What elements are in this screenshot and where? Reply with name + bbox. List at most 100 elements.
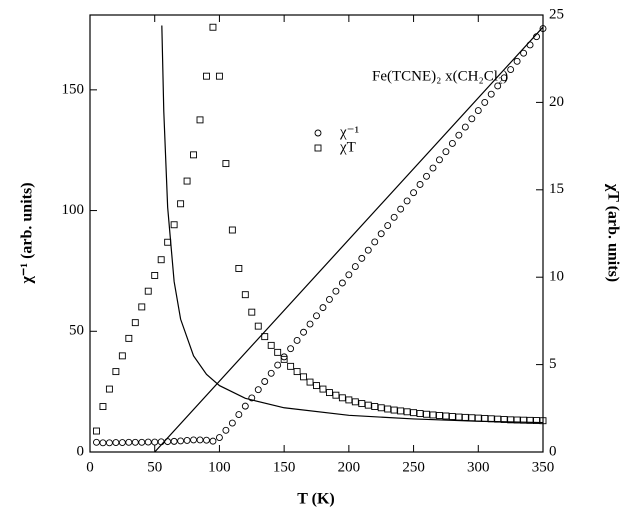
data-point	[358, 254, 366, 262]
data-point	[513, 416, 521, 424]
x-tick-label: 100	[208, 459, 231, 475]
data-point	[280, 353, 288, 361]
data-point	[319, 385, 327, 393]
data-point	[190, 436, 197, 444]
x-tick-label: 150	[273, 459, 296, 475]
data-point	[429, 164, 437, 172]
data-point	[468, 414, 476, 422]
data-point	[500, 74, 508, 82]
data-point	[416, 410, 424, 417]
data-point	[157, 256, 165, 264]
data-point	[455, 131, 463, 139]
data-point	[403, 197, 411, 205]
y-tick-label: 100	[62, 202, 85, 218]
data-point	[461, 413, 469, 421]
x-tick-label: 50	[147, 459, 162, 475]
data-point	[254, 322, 262, 330]
data-point	[228, 419, 236, 427]
data-point	[410, 189, 418, 197]
legend-label: χT	[339, 139, 356, 155]
data-point	[384, 405, 392, 413]
data-point	[300, 373, 308, 381]
data-point	[267, 369, 275, 377]
data-point	[332, 391, 340, 399]
legend-marker	[314, 144, 322, 152]
data-point	[280, 355, 288, 363]
plot-frame	[89, 14, 544, 453]
data-point	[313, 312, 320, 320]
data-point	[241, 402, 249, 410]
x-tick-label: 0	[86, 459, 94, 475]
data-point	[436, 156, 443, 164]
data-point	[487, 90, 495, 98]
data-point	[125, 438, 133, 446]
data-point	[416, 181, 424, 188]
y2-tick-label: 20	[549, 94, 564, 110]
data-point	[112, 368, 120, 376]
data-point	[209, 437, 217, 445]
data-point	[455, 413, 463, 421]
data-point	[228, 226, 236, 234]
x-tick-label: 300	[467, 459, 490, 475]
data-point	[183, 177, 191, 185]
data-point	[436, 412, 443, 419]
data-point	[520, 49, 528, 57]
data-point	[442, 412, 450, 420]
data-point	[520, 416, 528, 424]
data-point	[138, 438, 146, 446]
data-point	[481, 98, 489, 106]
data-point	[403, 408, 411, 416]
data-point	[105, 385, 113, 393]
data-point	[241, 291, 249, 299]
data-point	[423, 172, 430, 180]
data-point	[338, 279, 346, 287]
data-point	[248, 308, 256, 316]
data-point	[507, 416, 515, 424]
x-tick-label: 350	[532, 459, 555, 475]
data-point	[397, 205, 405, 213]
data-point	[313, 382, 320, 390]
data-point	[222, 160, 230, 168]
data-point	[112, 439, 120, 447]
data-point	[345, 396, 353, 404]
data-point	[513, 57, 521, 65]
data-point	[474, 107, 482, 115]
data-point	[261, 333, 269, 341]
data-point	[99, 439, 107, 447]
data-point	[138, 303, 146, 311]
data-point	[371, 238, 379, 246]
data-point	[203, 436, 210, 444]
y-tick-label: 50	[69, 323, 84, 339]
data-point	[325, 295, 333, 303]
data-point	[190, 151, 197, 159]
data-point	[507, 66, 515, 74]
data-point	[177, 200, 185, 208]
data-point	[267, 341, 275, 349]
data-point	[144, 287, 152, 295]
data-point	[539, 25, 547, 32]
data-point	[338, 394, 346, 402]
data-point	[364, 246, 372, 254]
data-point	[144, 438, 152, 446]
data-point	[429, 411, 437, 419]
data-point	[118, 352, 126, 360]
data-point	[345, 271, 353, 279]
y2-axis-label: χT (arb. units)	[604, 183, 621, 282]
data-point	[461, 123, 469, 131]
data-point	[351, 398, 359, 406]
legend-marker	[314, 129, 322, 137]
data-point	[151, 272, 159, 279]
data-point	[410, 409, 418, 417]
data-point	[468, 115, 476, 123]
data-point	[364, 401, 372, 409]
data-point	[261, 378, 269, 385]
x-tick-label: 200	[338, 459, 361, 475]
data-point	[442, 148, 450, 156]
data-point	[494, 82, 502, 90]
data-point	[164, 238, 172, 246]
data-point	[325, 389, 333, 397]
data-point	[351, 263, 359, 271]
data-point	[99, 403, 107, 411]
data-point	[332, 287, 340, 295]
